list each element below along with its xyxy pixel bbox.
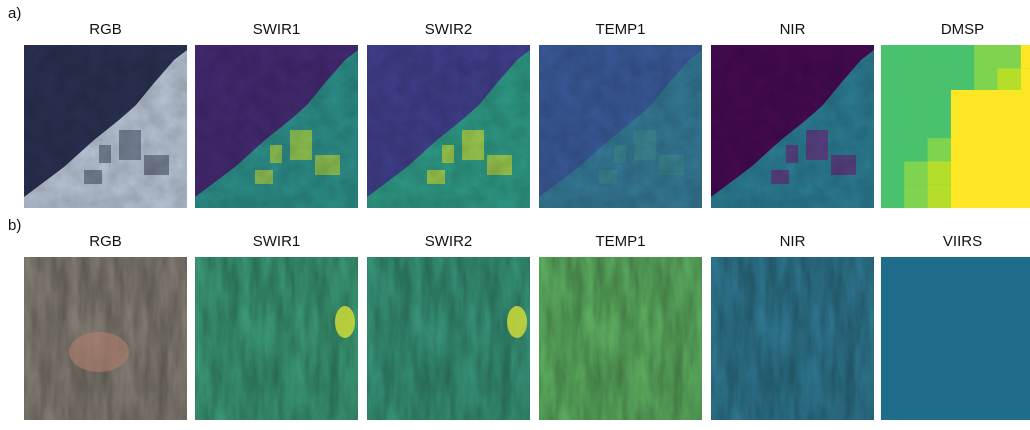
cell	[881, 162, 904, 185]
panel-image	[367, 45, 530, 208]
cell	[904, 162, 927, 185]
panel-image	[367, 257, 530, 420]
panel-title: SWIR1	[253, 233, 301, 250]
cell	[881, 92, 904, 115]
panel-image	[24, 257, 187, 420]
cell	[928, 185, 951, 208]
cell	[904, 185, 927, 208]
panel-title: DMSP	[941, 21, 984, 38]
feature	[507, 306, 527, 338]
cell	[904, 138, 927, 161]
panel-image	[195, 45, 358, 208]
panel-title: RGB	[89, 21, 122, 38]
cell	[974, 45, 997, 68]
panel-title: SWIR1	[253, 21, 301, 38]
panel-image	[711, 45, 874, 208]
panel-image	[711, 257, 874, 420]
cell	[881, 185, 904, 208]
cell	[928, 115, 951, 138]
panel-image	[539, 257, 702, 420]
panel-title: TEMP1	[595, 21, 645, 38]
panel-title: RGB	[89, 233, 122, 250]
cell	[928, 138, 951, 161]
feature	[335, 306, 355, 338]
texture	[711, 257, 874, 420]
cell	[904, 45, 927, 68]
row-label: b)	[8, 217, 21, 234]
core	[951, 90, 1030, 208]
cell	[998, 45, 1021, 68]
cell	[928, 45, 951, 68]
panel-title: NIR	[780, 233, 806, 250]
cell	[998, 68, 1021, 91]
panel-image	[881, 257, 1030, 420]
cell	[881, 68, 904, 91]
panel-title: NIR	[780, 21, 806, 38]
cell	[928, 92, 951, 115]
panel-image	[881, 45, 1030, 208]
cell	[928, 68, 951, 91]
cell	[881, 138, 904, 161]
panel-title: SWIR2	[425, 21, 473, 38]
cell	[904, 92, 927, 115]
cell	[904, 68, 927, 91]
panel-title: TEMP1	[595, 233, 645, 250]
feature	[69, 332, 129, 372]
panel-image	[539, 45, 702, 208]
cell	[974, 68, 997, 91]
cell	[1021, 45, 1030, 68]
cell	[928, 162, 951, 185]
texture	[195, 257, 358, 420]
row-label: a)	[8, 5, 21, 22]
panel-image	[195, 257, 358, 420]
cell	[881, 45, 904, 68]
background	[881, 257, 1030, 420]
panel-image	[24, 45, 187, 208]
texture	[367, 257, 530, 420]
figure: a) RGB SWIR1 SWIR2 TEMP1 NIR DMSP b) RGB SWIR1 SWI…	[0, 0, 1030, 425]
panel-title: VIIRS	[943, 233, 982, 250]
cell	[951, 68, 974, 91]
cell	[951, 45, 974, 68]
cell	[881, 115, 904, 138]
panel-title: SWIR2	[425, 233, 473, 250]
cell	[1021, 68, 1030, 91]
cell	[904, 115, 927, 138]
texture	[539, 257, 702, 420]
